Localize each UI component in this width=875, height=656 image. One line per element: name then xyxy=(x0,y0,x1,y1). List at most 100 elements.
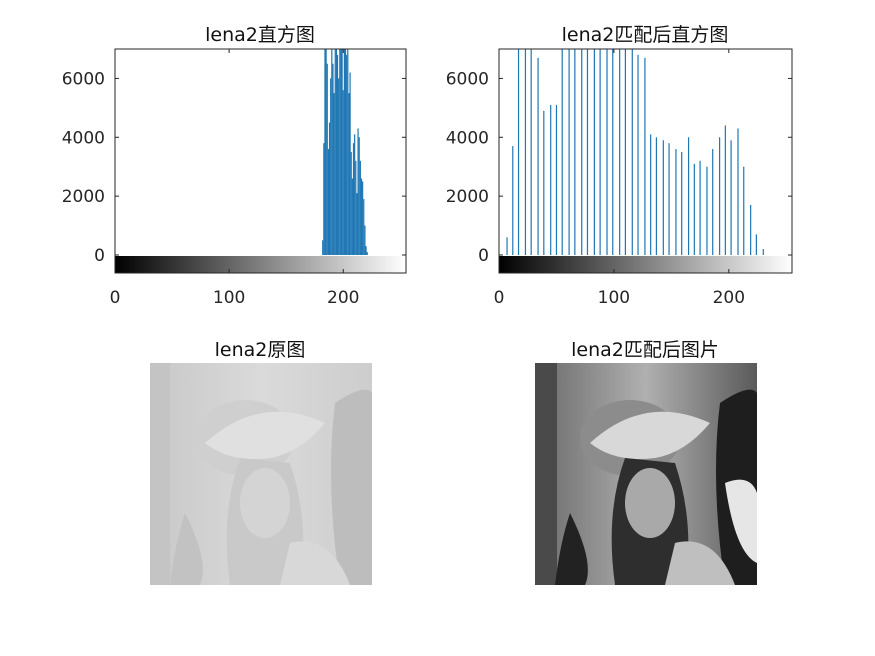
histogram-bar xyxy=(340,49,342,255)
histogram-bar xyxy=(364,225,366,255)
histogram-bar xyxy=(543,110,545,255)
y-tick-label: 4000 xyxy=(446,128,489,148)
histogram-bar xyxy=(352,143,355,255)
axes-box xyxy=(498,48,793,274)
histogram-bar xyxy=(693,163,695,255)
histogram-bar xyxy=(341,49,343,255)
histogram-bar xyxy=(593,49,595,255)
histogram-bar xyxy=(730,140,732,255)
histogram-bar xyxy=(362,181,364,255)
histogram-bar xyxy=(357,128,359,255)
histogram-bar xyxy=(336,54,339,255)
histogram-bar xyxy=(668,143,670,255)
histogram-bar xyxy=(712,149,714,255)
y-tick-label: 2000 xyxy=(446,187,489,207)
histogram-bar xyxy=(750,204,752,255)
y-tick-label: 6000 xyxy=(62,69,105,89)
y-tick-label: 0 xyxy=(478,246,489,266)
histogram-bar xyxy=(537,57,539,255)
hist-matched-title: lena2匹配后直方图 xyxy=(561,24,729,46)
lena-matched-image xyxy=(535,363,757,585)
histogram-bar xyxy=(681,152,683,255)
histogram-bar xyxy=(324,49,326,255)
img-matched-title: lena2匹配后图片 xyxy=(571,339,719,361)
histogram-bar xyxy=(530,49,532,255)
histogram-bar xyxy=(574,49,576,255)
x-tick-label: 200 xyxy=(327,288,359,308)
histogram-bar xyxy=(348,93,350,255)
y-tick-label: 0 xyxy=(94,246,105,266)
histogram-bar xyxy=(347,49,349,255)
histogram-bar xyxy=(360,178,363,255)
histogram-bar xyxy=(354,134,356,255)
histogram-bar xyxy=(517,49,520,255)
histogram-bar xyxy=(581,49,583,255)
histogram-bar xyxy=(322,240,324,255)
img-original-title: lena2原图 xyxy=(214,339,306,361)
histogram-bar xyxy=(325,49,327,255)
histogram-bar xyxy=(561,49,563,255)
x-tick-label: 0 xyxy=(494,288,505,308)
y-tick-label: 4000 xyxy=(62,128,105,148)
hist-original-chart: 0 2000 4000 6000 0 100 200 xyxy=(62,48,407,308)
histogram-bar xyxy=(343,49,345,255)
histogram-bar xyxy=(687,137,690,255)
x-tick-label: 100 xyxy=(213,288,245,308)
histogram-bar xyxy=(650,134,652,255)
histogram-bar xyxy=(524,49,527,255)
histogram-bar xyxy=(644,57,646,255)
histogram-bar xyxy=(662,140,664,255)
histogram-bar xyxy=(335,49,337,255)
histogram-bar xyxy=(356,193,358,255)
histogram-bar xyxy=(338,78,340,255)
histogram-bar xyxy=(326,63,328,255)
histogram-bar xyxy=(346,54,348,255)
histogram-bar xyxy=(724,125,726,255)
hist-matched-chart: 0 2000 4000 6000 0 100 200 xyxy=(446,48,793,308)
histogram-bar xyxy=(332,63,334,255)
hist-original-title: lena2直方图 xyxy=(205,24,315,46)
histogram-bar xyxy=(586,49,589,255)
histogram-bar xyxy=(550,104,552,255)
histogram-bar xyxy=(333,93,335,255)
histogram-bar xyxy=(743,166,745,255)
histogram-bar xyxy=(606,49,608,255)
histogram-bar xyxy=(675,149,677,255)
x-tick-label: 0 xyxy=(110,288,121,308)
histogram-bar xyxy=(351,178,353,255)
histogram-bar xyxy=(706,166,708,255)
histogram-bar xyxy=(358,137,360,255)
histogram-bar xyxy=(323,143,325,255)
histogram-bar xyxy=(344,49,347,255)
histogram-bar xyxy=(330,78,332,255)
histogram-bar xyxy=(737,128,739,255)
histogram-bar xyxy=(599,49,601,255)
histogram-bar xyxy=(655,137,658,255)
histogram-bar xyxy=(568,49,570,255)
histogram-bar xyxy=(363,199,365,255)
histogram-bar xyxy=(349,72,351,255)
histogram-bar xyxy=(327,149,329,255)
histogram-bar xyxy=(512,146,514,255)
histogram-bar xyxy=(637,54,639,255)
grayscale-colorbar xyxy=(115,256,406,273)
histogram-bar xyxy=(359,160,361,255)
histogram-bar xyxy=(624,49,626,255)
histogram-bar xyxy=(719,137,721,255)
histogram-bar xyxy=(506,237,508,255)
histogram-bar xyxy=(366,252,368,255)
y-tick-label: 2000 xyxy=(62,187,105,207)
histogram-bar xyxy=(350,152,352,255)
histogram-bar xyxy=(755,234,757,255)
x-tick-label: 200 xyxy=(713,288,745,308)
axes-box xyxy=(114,48,407,274)
y-tick-label: 6000 xyxy=(446,69,489,89)
histogram-bar xyxy=(365,246,367,255)
histogram-bar xyxy=(631,49,633,255)
histogram-bar xyxy=(619,49,621,255)
histogram-bar xyxy=(555,104,558,255)
grayscale-colorbar xyxy=(499,256,792,273)
lena-original-image xyxy=(150,363,372,585)
histogram-bar xyxy=(331,49,333,255)
x-tick-label: 100 xyxy=(598,288,630,308)
